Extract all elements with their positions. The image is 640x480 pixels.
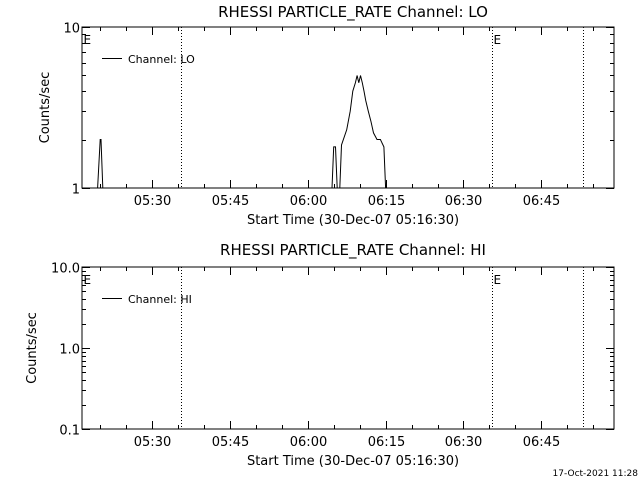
panel-1-y-axis-label: Counts/sec	[38, 72, 53, 144]
panel-2-y-axis-label: Counts/sec	[25, 312, 40, 384]
footer-timestamp: 17-Oct-2021 11:28	[553, 469, 639, 479]
panel-1-x-tick-label: 06:15	[368, 194, 405, 209]
panel-1-y-tick-label: 1	[72, 183, 80, 198]
panel-1-x-tick-label: 06:45	[523, 194, 560, 209]
panel-1-marker-label: E	[494, 33, 502, 47]
panel-2-x-tick-label: 05:45	[212, 435, 249, 450]
panel-1-legend-label: Channel: LO	[128, 53, 195, 66]
panel-2-y-tick-label: 10.0	[51, 262, 80, 277]
panel-1-series-line	[339, 75, 387, 189]
panel-1-x-tick-label: 05:45	[212, 194, 249, 209]
panel-2-x-tick-label: 05:30	[134, 435, 171, 450]
panel-2-x-tick-label: 06:30	[445, 435, 482, 450]
panel-1-marker-label: E	[84, 33, 92, 47]
panel-2-x-tick-label: 06:00	[290, 435, 327, 450]
panel-2-chart-title: RHESSI PARTICLE_RATE Channel: HI	[220, 241, 486, 260]
panel-2-legend-label: Channel: HI	[128, 293, 192, 306]
panel-2-x-tick-label: 06:45	[523, 435, 560, 450]
panel-2-marker-label: E	[84, 273, 92, 287]
panel-1-chart-title: RHESSI PARTICLE_RATE Channel: LO	[218, 3, 488, 22]
panel-1-y-tick-label: 10	[63, 22, 80, 37]
panel-2-marker-label: E	[494, 273, 502, 287]
panel-2-x-tick-label: 06:15	[368, 435, 405, 450]
panel-2-y-tick-label: 1.0	[59, 343, 80, 358]
panel-2-y-tick-label: 0.1	[59, 424, 80, 439]
panel-1-x-tick-label: 06:30	[445, 194, 482, 209]
panel-1-x-axis-label: Start Time (30-Dec-07 05:16:30)	[247, 213, 459, 228]
panel-1-plot-frame	[81, 26, 615, 189]
panel-1-x-tick-label: 06:00	[290, 194, 327, 209]
panel-2-plot-frame	[81, 266, 615, 430]
panel-1-series-line	[331, 146, 338, 189]
panel-1-x-tick-label: 05:30	[134, 194, 171, 209]
panel-1-series-line	[97, 139, 104, 189]
panel-2-x-axis-label: Start Time (30-Dec-07 05:16:30)	[247, 454, 459, 469]
